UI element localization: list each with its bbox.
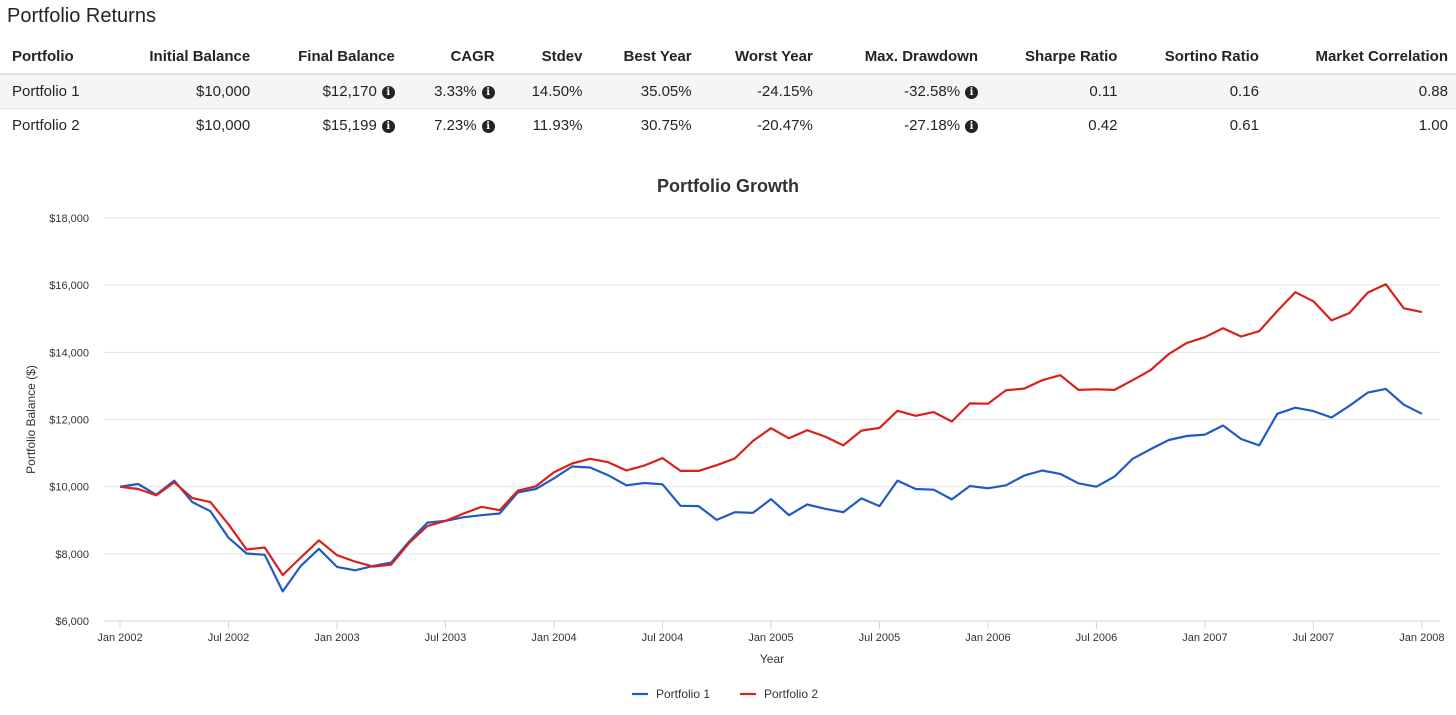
column-header-stdev: Stdev [502, 40, 591, 75]
y-tick-label: $12,000 [49, 415, 89, 427]
cell-value: Portfolio 1 [12, 83, 80, 100]
series-line-portfolio-1 [119, 387, 1423, 593]
cell-max-drawdown: -27.18% i [821, 109, 986, 143]
cell-value: -20.47% [756, 117, 813, 134]
y-tick-label: $18,000 [49, 213, 89, 225]
info-icon[interactable]: i [381, 120, 395, 133]
cell-portfolio: Portfolio 1 [0, 74, 109, 109]
y-tick-label: $6,000 [55, 616, 89, 628]
info-icon[interactable]: i [481, 86, 495, 99]
page-title: Portfolio Returns [7, 5, 156, 27]
cell-initial-balance: $10,000 [108, 74, 259, 109]
cell-initial-balance: $10,000 [108, 109, 258, 143]
y-tick-label: $10,000 [49, 482, 89, 494]
cell-value: 35.05% [640, 83, 692, 100]
table-row: Portfolio 1 $10,000 $12,170 i 3.33% i 14.50% 35… [0, 74, 1456, 109]
column-header-portfolio: Portfolio [0, 40, 109, 75]
x-tick-label: Jan 2005 [748, 632, 793, 644]
column-header-best-year: Best Year [590, 40, 700, 75]
cell-sharpe-ratio: 0.11 [986, 74, 1126, 109]
x-tick-label: Jul 2003 [425, 632, 467, 644]
cell-value: 0.61 [1229, 117, 1259, 134]
series-line-portfolio-2 [119, 283, 1423, 577]
legend-item-label: Portfolio 1 [656, 687, 710, 701]
x-tick-label: Jul 2007 [1293, 632, 1335, 644]
info-icon[interactable]: i [481, 120, 495, 133]
column-header-initial-balance: Initial Balance [108, 40, 259, 75]
cell-value: -24.15% [756, 83, 813, 100]
cell-sortino-ratio: 0.16 [1125, 74, 1267, 109]
info-icon[interactable]: i [965, 86, 979, 99]
x-tick-label: Jan 2004 [531, 632, 576, 644]
x-tick-label: Jan 2003 [314, 632, 359, 644]
x-tick-label: Jul 2006 [1076, 632, 1118, 644]
cell-value: 7.23% [434, 117, 477, 134]
y-tick-label: $14,000 [49, 347, 89, 359]
cell-final-balance: $12,170 i [258, 74, 403, 109]
cell-cagr: 3.33% i [402, 74, 503, 109]
cell-value: $10,000 [196, 117, 251, 134]
info-icon[interactable]: i [965, 120, 979, 133]
column-header-worst-year: Worst Year [699, 40, 821, 75]
cell-value: 3.33% [434, 83, 477, 100]
portfolio-returns-table: Portfolio Initial Balance Final Balance CAG… [0, 40, 1456, 142]
cell-value: 11.93% [532, 117, 583, 134]
cell-sortino-ratio: 0.61 [1125, 109, 1266, 143]
cell-sharpe-ratio: 0.42 [986, 109, 1125, 143]
chart-svg: Portfolio Growth $6,000 $8,000 $10,000 $12,0… [24, 176, 1445, 701]
cell-worst-year: -20.47% [700, 109, 821, 143]
legend-item-label: Portfolio 2 [764, 687, 818, 701]
cell-value: $12,170 [322, 83, 377, 100]
cell-value: -32.58% [904, 83, 961, 100]
cell-value: 0.11 [1089, 83, 1118, 100]
y-axis-label: Portfolio Balance ($) [24, 365, 38, 474]
cell-value: 30.75% [640, 117, 692, 134]
table-header-row: Portfolio Initial Balance Final Balance CAG… [0, 40, 1456, 75]
x-axis-label: Year [760, 652, 784, 666]
column-header-cagr: CAGR [402, 40, 503, 75]
x-tick-label: Jan 2002 [97, 632, 142, 644]
x-tick-label: Jul 2004 [642, 632, 684, 644]
x-tick-label: Jul 2002 [208, 632, 250, 644]
portfolio-growth-chart: Portfolio Growth $6,000 $8,000 $10,000 $12,0… [0, 170, 1456, 715]
column-header-sharpe-ratio: Sharpe Ratio [986, 40, 1126, 75]
cell-max-drawdown: -32.58% i [820, 74, 987, 109]
x-tick-label: Jul 2005 [859, 632, 901, 644]
cell-value: $15,199 [322, 117, 377, 134]
x-tick-label: Jan 2006 [965, 632, 1010, 644]
column-header-sortino-ratio: Sortino Ratio [1125, 40, 1267, 75]
cell-value: 0.42 [1088, 117, 1118, 134]
cell-market-correlation: 1.00 [1267, 109, 1456, 143]
x-tick-label: Jan 2008 [1399, 632, 1444, 644]
cell-value: 0.88 [1418, 83, 1448, 100]
cell-stdev: 14.50% [502, 74, 591, 109]
cell-value: $10,000 [196, 83, 251, 100]
cell-value: 14.50% [531, 83, 583, 100]
column-header-final-balance: Final Balance [258, 40, 403, 75]
cell-stdev: 11.93% [503, 109, 591, 143]
cell-cagr: 7.23% i [403, 109, 503, 143]
info-icon[interactable]: i [381, 86, 395, 99]
cell-final-balance: $15,199 i [258, 109, 403, 143]
cell-value: 0.16 [1229, 83, 1259, 100]
y-tick-label: $16,000 [49, 280, 89, 292]
y-tick-label: $8,000 [55, 549, 89, 561]
cell-worst-year: -24.15% [699, 74, 821, 109]
cell-market-correlation: 0.88 [1266, 74, 1456, 109]
cell-portfolio: Portfolio 2 [0, 109, 108, 143]
cell-value: -27.18% [904, 117, 961, 134]
cell-value: 1.00 [1418, 117, 1448, 134]
cell-value: Portfolio 2 [12, 117, 80, 134]
cell-best-year: 35.05% [590, 74, 700, 109]
cell-best-year: 30.75% [590, 109, 699, 143]
chart-title: Portfolio Growth [657, 176, 799, 196]
x-tick-label: Jan 2007 [1182, 632, 1227, 644]
column-header-max-drawdown: Max. Drawdown [820, 40, 987, 75]
column-header-market-correlation: Market Correlation [1266, 40, 1456, 75]
table-row: Portfolio 2 $10,000 $15,199 i 7.23% i 11.93% 30… [0, 109, 1456, 143]
